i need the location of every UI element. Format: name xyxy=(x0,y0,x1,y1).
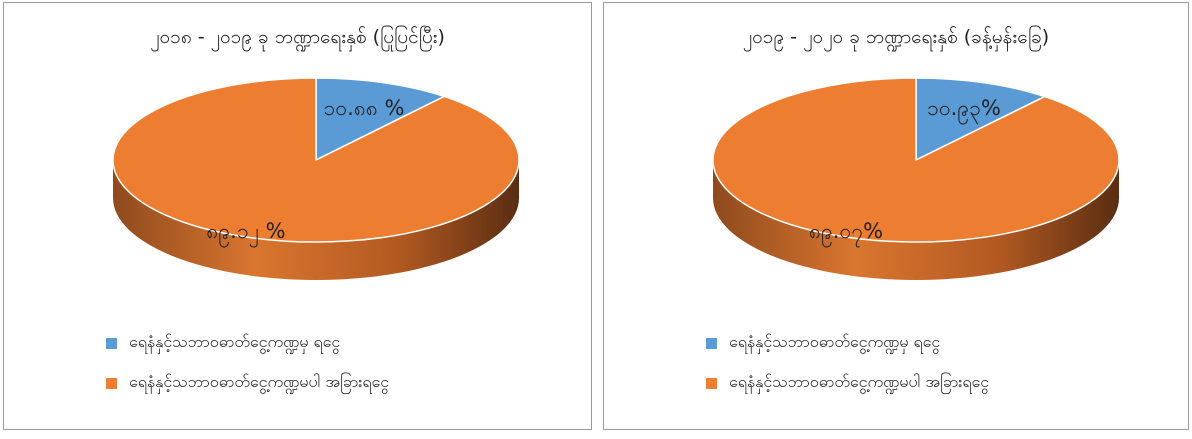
pie-chart-svg: ၁၀.၈၈ %၈၉.၁၂ % xyxy=(112,77,520,280)
chart-title: ၂၀၁၈ - ၂၀၁၉ ခု ဘဏ္ဍာရေးနှစ် (ပြုပြင်ပြီး… xyxy=(150,26,445,48)
legend-label-series-b: ရေနံနှင့်သဘာဝဓာတ်ငွေ့ကဏ္ဍမပါ အခြားရငွေ xyxy=(129,372,390,391)
pie-slice-series-a xyxy=(315,77,445,161)
legend-item-series-b: ရေနံနှင့်သဘာဝဓာတ်ငွေ့ကဏ္ဍမပါ အခြားရငွေ xyxy=(706,369,989,397)
legend-swatch-series-a xyxy=(106,337,117,349)
legend-swatch-series-b xyxy=(706,377,717,389)
pie-slice-series-b xyxy=(112,77,520,243)
chart-panel-right: ၁၀.၉၃% ၈၉.၀၇% ၂၀၁၉ - ၂၀၂၀ ခု ဘဏ္ဍာရေးနှစ်… xyxy=(603,2,1189,430)
pie-chart-svg: ၁၀.၉၃%၈၉.၀၇% xyxy=(712,77,1120,280)
legend-swatch-series-b xyxy=(106,377,117,389)
pie-slice-series-a xyxy=(915,77,1046,161)
legend-label-series-a: ရေနံနှင့်သဘာဝဓာတ်ငွေ့ကဏ္ဍမှ ရငွေ xyxy=(129,332,341,351)
chart-legend: ရေနံနှင့်သဘာဝဓာတ်ငွေ့ကဏ္ဍမှ ရငွေ ရေနံနှင… xyxy=(706,329,989,409)
pie-side-wall xyxy=(713,160,1119,280)
legend-swatch-series-a xyxy=(706,337,717,349)
chart-title: ၂၀၁၉ - ၂၀၂၀ ခု ဘဏ္ဍာရေးနှစ် (ခန့်မှန်းခြ… xyxy=(742,26,1050,48)
legend-item-series-a: ရေနံနှင့်သဘာဝဓာတ်ငွေ့ကဏ္ဍမှ ရငွေ xyxy=(106,329,389,357)
legend-label-series-a: ရေနံနှင့်သဘာဝဓာတ်ငွေ့ကဏ္ဍမှ ရငွေ xyxy=(729,332,941,351)
chart-panel-left: ၁၀.၈၈ % ၈၉.၁၂ % ၂၀၁၈ - ၂၀၁၉ ခု ဘဏ္ဍာရေးနှ… xyxy=(3,2,592,430)
legend-label-series-b: ရေနံနှင့်သဘာဝဓာတ်ငွေ့ကဏ္ဍမပါ အခြားရငွေ xyxy=(729,372,990,391)
chart-legend: ရေနံနှင့်သဘာဝဓာတ်ငွေ့ကဏ္ဍမှ ရငွေ ရေနံနှင… xyxy=(106,329,389,409)
legend-item-series-a: ရေနံနှင့်သဘာဝဓာတ်ငွေ့ကဏ္ဍမှ ရငွေ xyxy=(706,329,989,357)
pie-side-wall xyxy=(113,160,519,280)
data-label-series-a: ၁၀.၈၈ % xyxy=(324,96,405,120)
legend-item-series-b: ရေနံနှင့်သဘာဝဓာတ်ငွေ့ကဏ္ဍမပါ အခြားရငွေ xyxy=(106,369,389,397)
pie-slice-series-b xyxy=(712,77,1120,243)
